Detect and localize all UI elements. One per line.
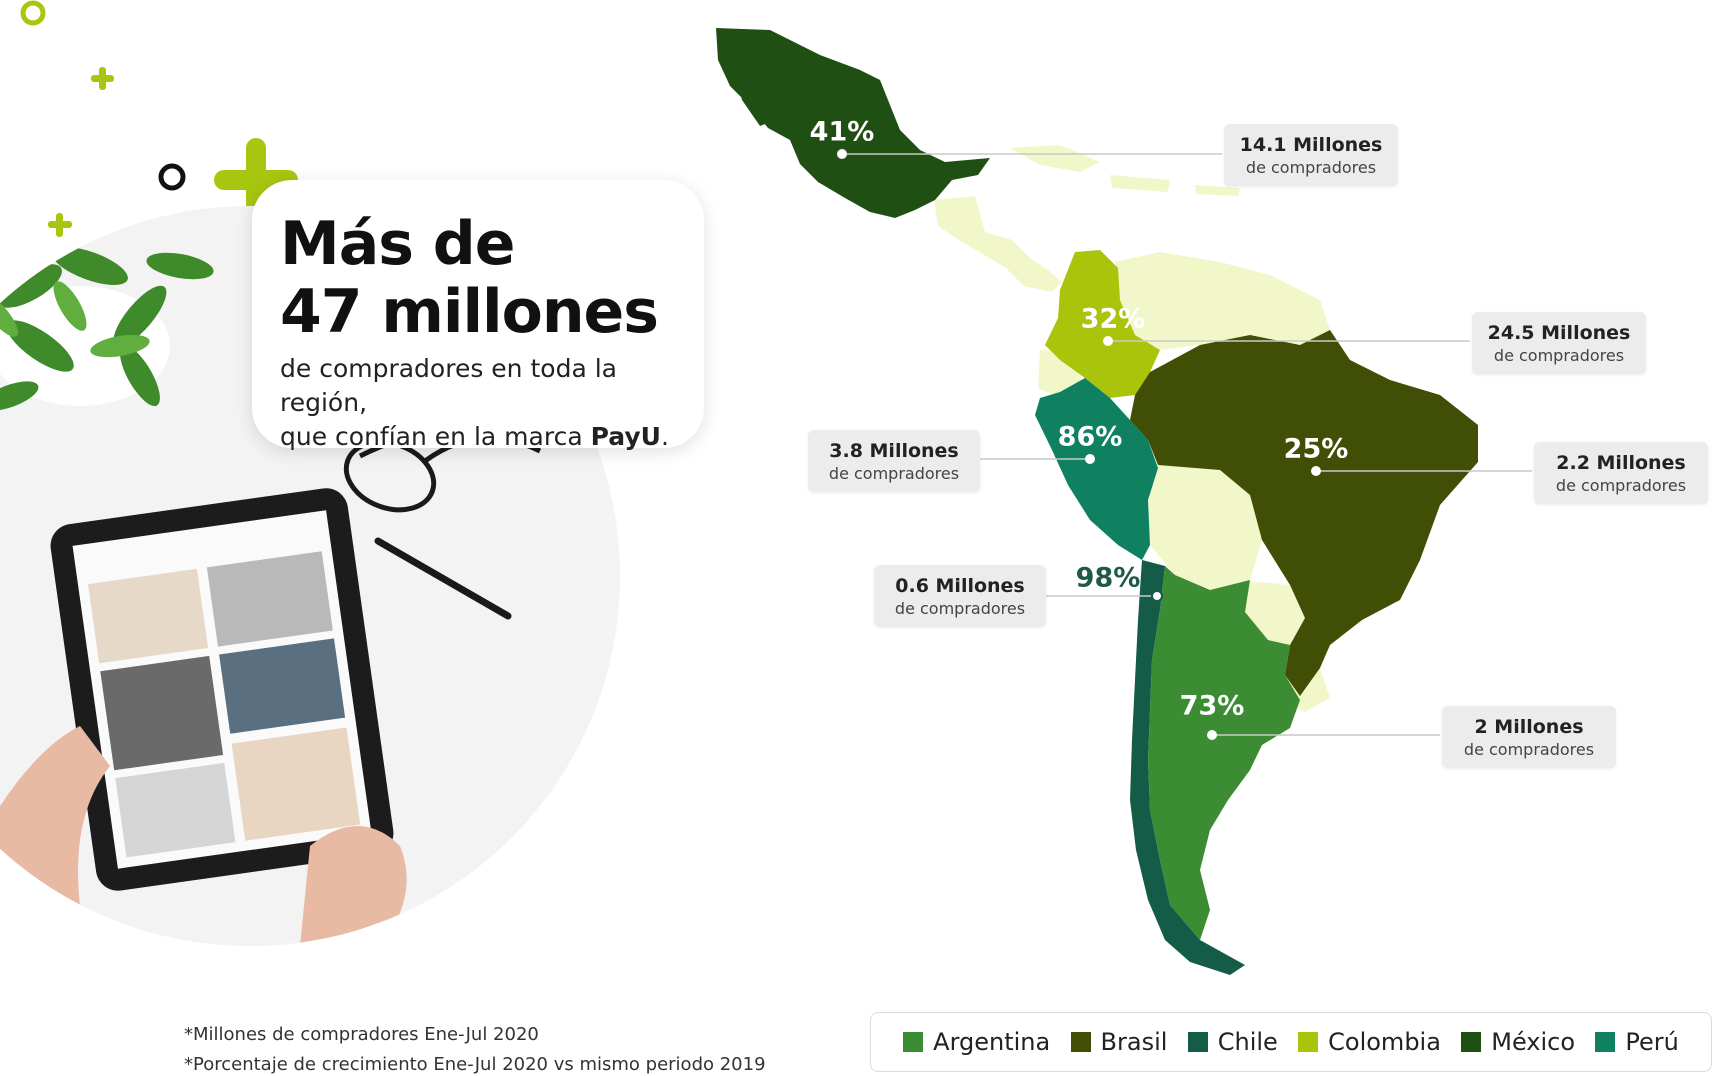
legend-item-argentina: Argentina	[903, 1028, 1050, 1056]
tablet-photo-illustration	[0, 206, 620, 946]
growth-mexico: 41%	[809, 116, 875, 148]
headline-line-1: Más de	[280, 209, 515, 279]
headline-card: Más de 47 millones de compradores en toda…	[252, 180, 704, 451]
growth-peru: 86%	[1057, 421, 1123, 453]
legend-swatch	[1595, 1032, 1616, 1052]
stat-label: de compradores	[894, 599, 1026, 618]
legend-item-peru: Perú	[1595, 1028, 1679, 1056]
paraguay	[1240, 580, 1305, 645]
decorations	[20, 0, 298, 237]
stat-box-argentina: 2 Millones de compradores	[1442, 706, 1616, 768]
stat-value: 2.2 Millones	[1556, 452, 1686, 474]
dot-mexico	[837, 149, 847, 159]
stat-label: de compradores	[1493, 346, 1625, 365]
stat-label: de compradores	[1245, 158, 1377, 177]
country-brasil	[1130, 330, 1478, 696]
legend-label: Perú	[1625, 1028, 1679, 1056]
legend-item-brasil: Brasil	[1070, 1028, 1168, 1056]
legend-label: Brasil	[1100, 1028, 1168, 1056]
headline-title: Más de 47 millones	[280, 209, 659, 347]
country-peru	[1035, 378, 1158, 560]
dot-chile	[1151, 590, 1163, 602]
venezuela-guyanas	[1115, 252, 1330, 350]
bolivia	[1148, 465, 1262, 590]
stat-box-colombia: 24.5 Millones de compradores	[1472, 312, 1646, 374]
growth-colombia: 32%	[1080, 303, 1146, 335]
legend-label: México	[1491, 1028, 1576, 1056]
stat-value: 14.1 Millones	[1239, 134, 1383, 156]
stat-value: 3.8 Millones	[829, 440, 959, 462]
dot-peru	[1085, 454, 1095, 464]
legend-swatch	[1298, 1032, 1319, 1052]
legend-swatch	[1461, 1032, 1482, 1052]
dot-argentina	[1207, 730, 1217, 740]
stat-box-brasil: 2.2 Millones de compradores	[1534, 442, 1708, 504]
legend-item-chile: Chile	[1187, 1028, 1278, 1056]
legend-item-mexico: México	[1461, 1028, 1575, 1056]
legend-item-colombia: Colombia	[1298, 1028, 1441, 1056]
stat-box-peru: 3.8 Millones de compradores	[808, 430, 980, 492]
stat-label: de compradores	[828, 464, 960, 483]
brand-name: PayU	[590, 422, 661, 451]
stat-label: de compradores	[1463, 740, 1595, 759]
legend-label: Argentina	[933, 1028, 1051, 1056]
central-america	[934, 196, 1062, 292]
subtitle-period: .	[660, 422, 669, 451]
legend-swatch	[1070, 1032, 1091, 1052]
plus-icon	[91, 67, 114, 90]
subtitle-line-1: de compradores en toda la región,	[280, 354, 617, 417]
subtitle-line-2: que confían en la marca	[280, 422, 591, 451]
legend-swatch	[1187, 1032, 1208, 1052]
stat-value: 2 Millones	[1474, 716, 1584, 738]
legend-swatch	[903, 1032, 924, 1052]
footnote-growth: *Porcentaje de crecimiento Ene-Jul 2020 …	[184, 1054, 766, 1075]
footnote-buyers: *Millones de compradores Ene-Jul 2020	[184, 1024, 539, 1045]
headline-line-2: 47 millones	[280, 277, 659, 347]
country-chile	[1130, 560, 1245, 975]
country-colombia	[1045, 250, 1160, 398]
callout-dots	[837, 149, 1321, 740]
stat-label: de compradores	[1555, 476, 1687, 495]
country-argentina	[1148, 566, 1300, 940]
dot-brasil	[1311, 466, 1321, 476]
stat-value: 24.5 Millones	[1487, 322, 1631, 344]
growth-chile: 98%	[1075, 562, 1141, 594]
caribbean-islands	[1010, 145, 1240, 196]
map-legend: Argentina Brasil Chile Colombia México P…	[870, 1012, 1712, 1072]
plus-icon	[48, 213, 72, 237]
legend-label: Colombia	[1328, 1028, 1441, 1056]
ring-icon	[20, 0, 46, 26]
growth-brasil: 25%	[1283, 433, 1349, 465]
headline-subtitle: de compradores en toda la región, que co…	[280, 352, 700, 454]
dot-colombia	[1103, 336, 1113, 346]
stat-box-chile: 0.6 Millones de compradores	[874, 565, 1046, 627]
stat-box-mexico: 14.1 Millones de compradores	[1224, 124, 1398, 186]
stat-value: 0.6 Millones	[895, 575, 1025, 597]
legend-label: Chile	[1217, 1028, 1278, 1056]
country-mexico	[716, 28, 990, 218]
ring-icon	[158, 163, 186, 191]
growth-argentina: 73%	[1179, 690, 1245, 722]
callout-connectors	[842, 153, 1532, 736]
